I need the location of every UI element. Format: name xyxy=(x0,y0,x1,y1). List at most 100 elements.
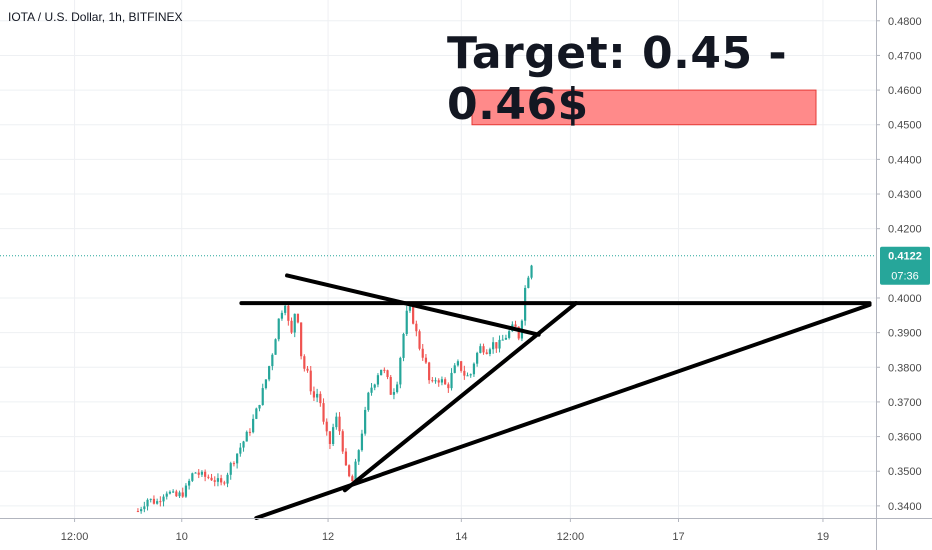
candles-layer xyxy=(136,264,533,514)
y-tick-label: 0.3600 xyxy=(888,432,922,444)
candle-body xyxy=(444,379,447,385)
candle-body xyxy=(354,461,357,482)
candle-body xyxy=(165,493,168,497)
candle-body xyxy=(456,361,460,366)
x-tick-label: 12:00 xyxy=(557,531,585,543)
candle-body xyxy=(367,392,370,410)
candle-body xyxy=(485,352,488,354)
candle-body xyxy=(380,369,383,376)
candle-body xyxy=(431,380,434,382)
candle-body xyxy=(527,277,530,288)
candle-body xyxy=(447,384,450,389)
candle-body xyxy=(405,310,408,334)
y-tick-label: 0.3900 xyxy=(888,328,922,340)
candle-body xyxy=(501,339,504,341)
candle-body xyxy=(146,499,149,507)
chart-title: IOTA / U.S. Dollar, 1h, BITFINEX xyxy=(8,10,183,24)
candle-body xyxy=(437,380,440,383)
candle-body xyxy=(168,491,172,494)
candle-body xyxy=(220,478,223,483)
x-tick-label: 17 xyxy=(672,531,684,543)
candle-body xyxy=(152,498,156,504)
candle-body xyxy=(296,313,300,323)
candle-body xyxy=(412,306,415,324)
candle-body xyxy=(376,375,380,385)
candle-body xyxy=(293,313,296,333)
candle-body xyxy=(274,339,277,355)
candle-body xyxy=(197,472,200,475)
candle-body xyxy=(495,342,498,349)
chart-grid xyxy=(0,0,876,518)
candle-body xyxy=(258,404,261,409)
candle-body xyxy=(175,491,178,497)
candle-body xyxy=(303,356,306,369)
candle-body xyxy=(530,265,533,278)
candle-body xyxy=(469,374,472,376)
y-tick-label: 0.4300 xyxy=(888,189,922,201)
candle-body xyxy=(207,476,210,478)
price-tag-countdown: 07:36 xyxy=(891,271,919,283)
candle-body xyxy=(508,331,511,338)
candle-body xyxy=(392,392,396,395)
candle-body xyxy=(162,496,165,502)
candle-body xyxy=(184,485,188,497)
candle-body xyxy=(428,362,431,381)
candle-body xyxy=(434,380,437,382)
candle-body xyxy=(389,377,392,395)
candle-body xyxy=(421,348,424,358)
candle-body xyxy=(479,346,482,353)
candle-body xyxy=(383,369,386,371)
candle-body xyxy=(229,463,232,475)
candle-body xyxy=(322,403,325,422)
candle-body xyxy=(194,472,197,474)
candle-body xyxy=(284,305,287,313)
candle-body xyxy=(181,492,184,497)
candle-body xyxy=(325,421,328,432)
candle-body xyxy=(287,305,290,321)
candle-body xyxy=(466,375,469,377)
candle-body xyxy=(341,431,344,452)
candle-body xyxy=(172,491,175,493)
candle-body xyxy=(216,478,220,482)
y-tick-label: 0.4500 xyxy=(888,120,922,132)
candle-body xyxy=(309,370,312,392)
candle-body xyxy=(460,361,463,371)
candle-body xyxy=(453,365,456,373)
candle-body xyxy=(140,509,143,512)
candle-body xyxy=(200,471,204,475)
y-tick-label: 0.4600 xyxy=(888,85,922,97)
candle-body xyxy=(300,322,303,357)
candle-body xyxy=(204,471,207,477)
x-tick-label: 12:00 xyxy=(61,531,89,543)
candle-body xyxy=(210,477,213,481)
price-tag-layer: 0.4122 07:36 xyxy=(880,246,930,285)
candle-body xyxy=(348,465,351,477)
candle-body xyxy=(498,339,501,349)
price-tag xyxy=(880,246,930,285)
candle-body xyxy=(245,431,248,442)
candle-body xyxy=(492,342,495,350)
candle-body xyxy=(476,352,479,364)
candle-body xyxy=(316,393,319,398)
target-zone-box xyxy=(471,89,817,126)
candle-body xyxy=(338,416,341,432)
candle-body xyxy=(178,492,181,497)
candle-body xyxy=(450,372,453,389)
candle-body xyxy=(159,501,162,503)
candle-body xyxy=(280,312,284,319)
candle-body xyxy=(223,482,226,484)
candle-body xyxy=(261,388,264,405)
candle-body xyxy=(255,408,258,419)
candle-body xyxy=(277,318,280,340)
candle-body xyxy=(402,333,405,358)
candle-body xyxy=(415,323,418,332)
candle-body xyxy=(226,474,229,484)
candle-body xyxy=(373,384,376,388)
candle-body xyxy=(136,511,140,513)
candle-body xyxy=(514,324,517,327)
candle-body xyxy=(351,476,354,482)
candle-body xyxy=(370,387,373,393)
candle-body xyxy=(396,384,399,393)
candle-body xyxy=(517,326,520,339)
